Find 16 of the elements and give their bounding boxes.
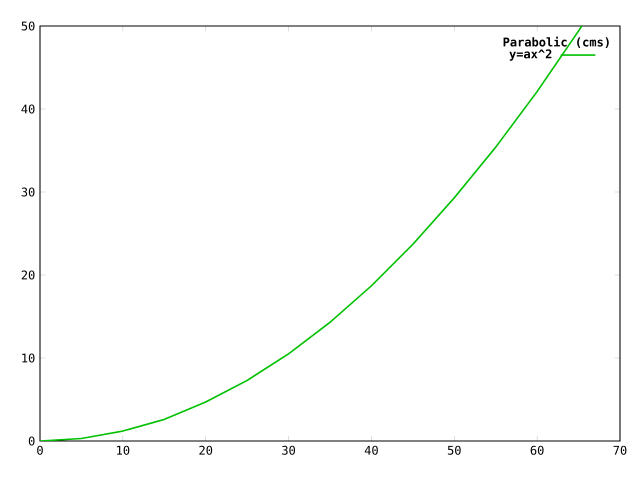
x-tick-label: 70 [614, 446, 626, 455]
y-tick-label: 10 [22, 353, 35, 363]
x-tick-label: 0 [37, 446, 43, 455]
y-tick-label: 0 [28, 436, 35, 446]
y-tick-label: 50 [22, 21, 35, 31]
legend-label: y=ax^2 [509, 49, 552, 61]
legend-title: Parabolic (cms) [504, 36, 609, 48]
x-tick-label: 40 [364, 446, 378, 455]
x-tick-label: 30 [282, 446, 296, 455]
y-tick-label: 40 [21, 104, 35, 114]
x-tick-label: 10 [117, 446, 130, 455]
y-tick-label: 30 [22, 187, 35, 197]
x-tick-label: 50 [448, 446, 461, 455]
x-tick-label: 20 [199, 446, 212, 455]
x-tick-label: 60 [530, 446, 544, 455]
y-tick-label: 20 [22, 270, 35, 280]
